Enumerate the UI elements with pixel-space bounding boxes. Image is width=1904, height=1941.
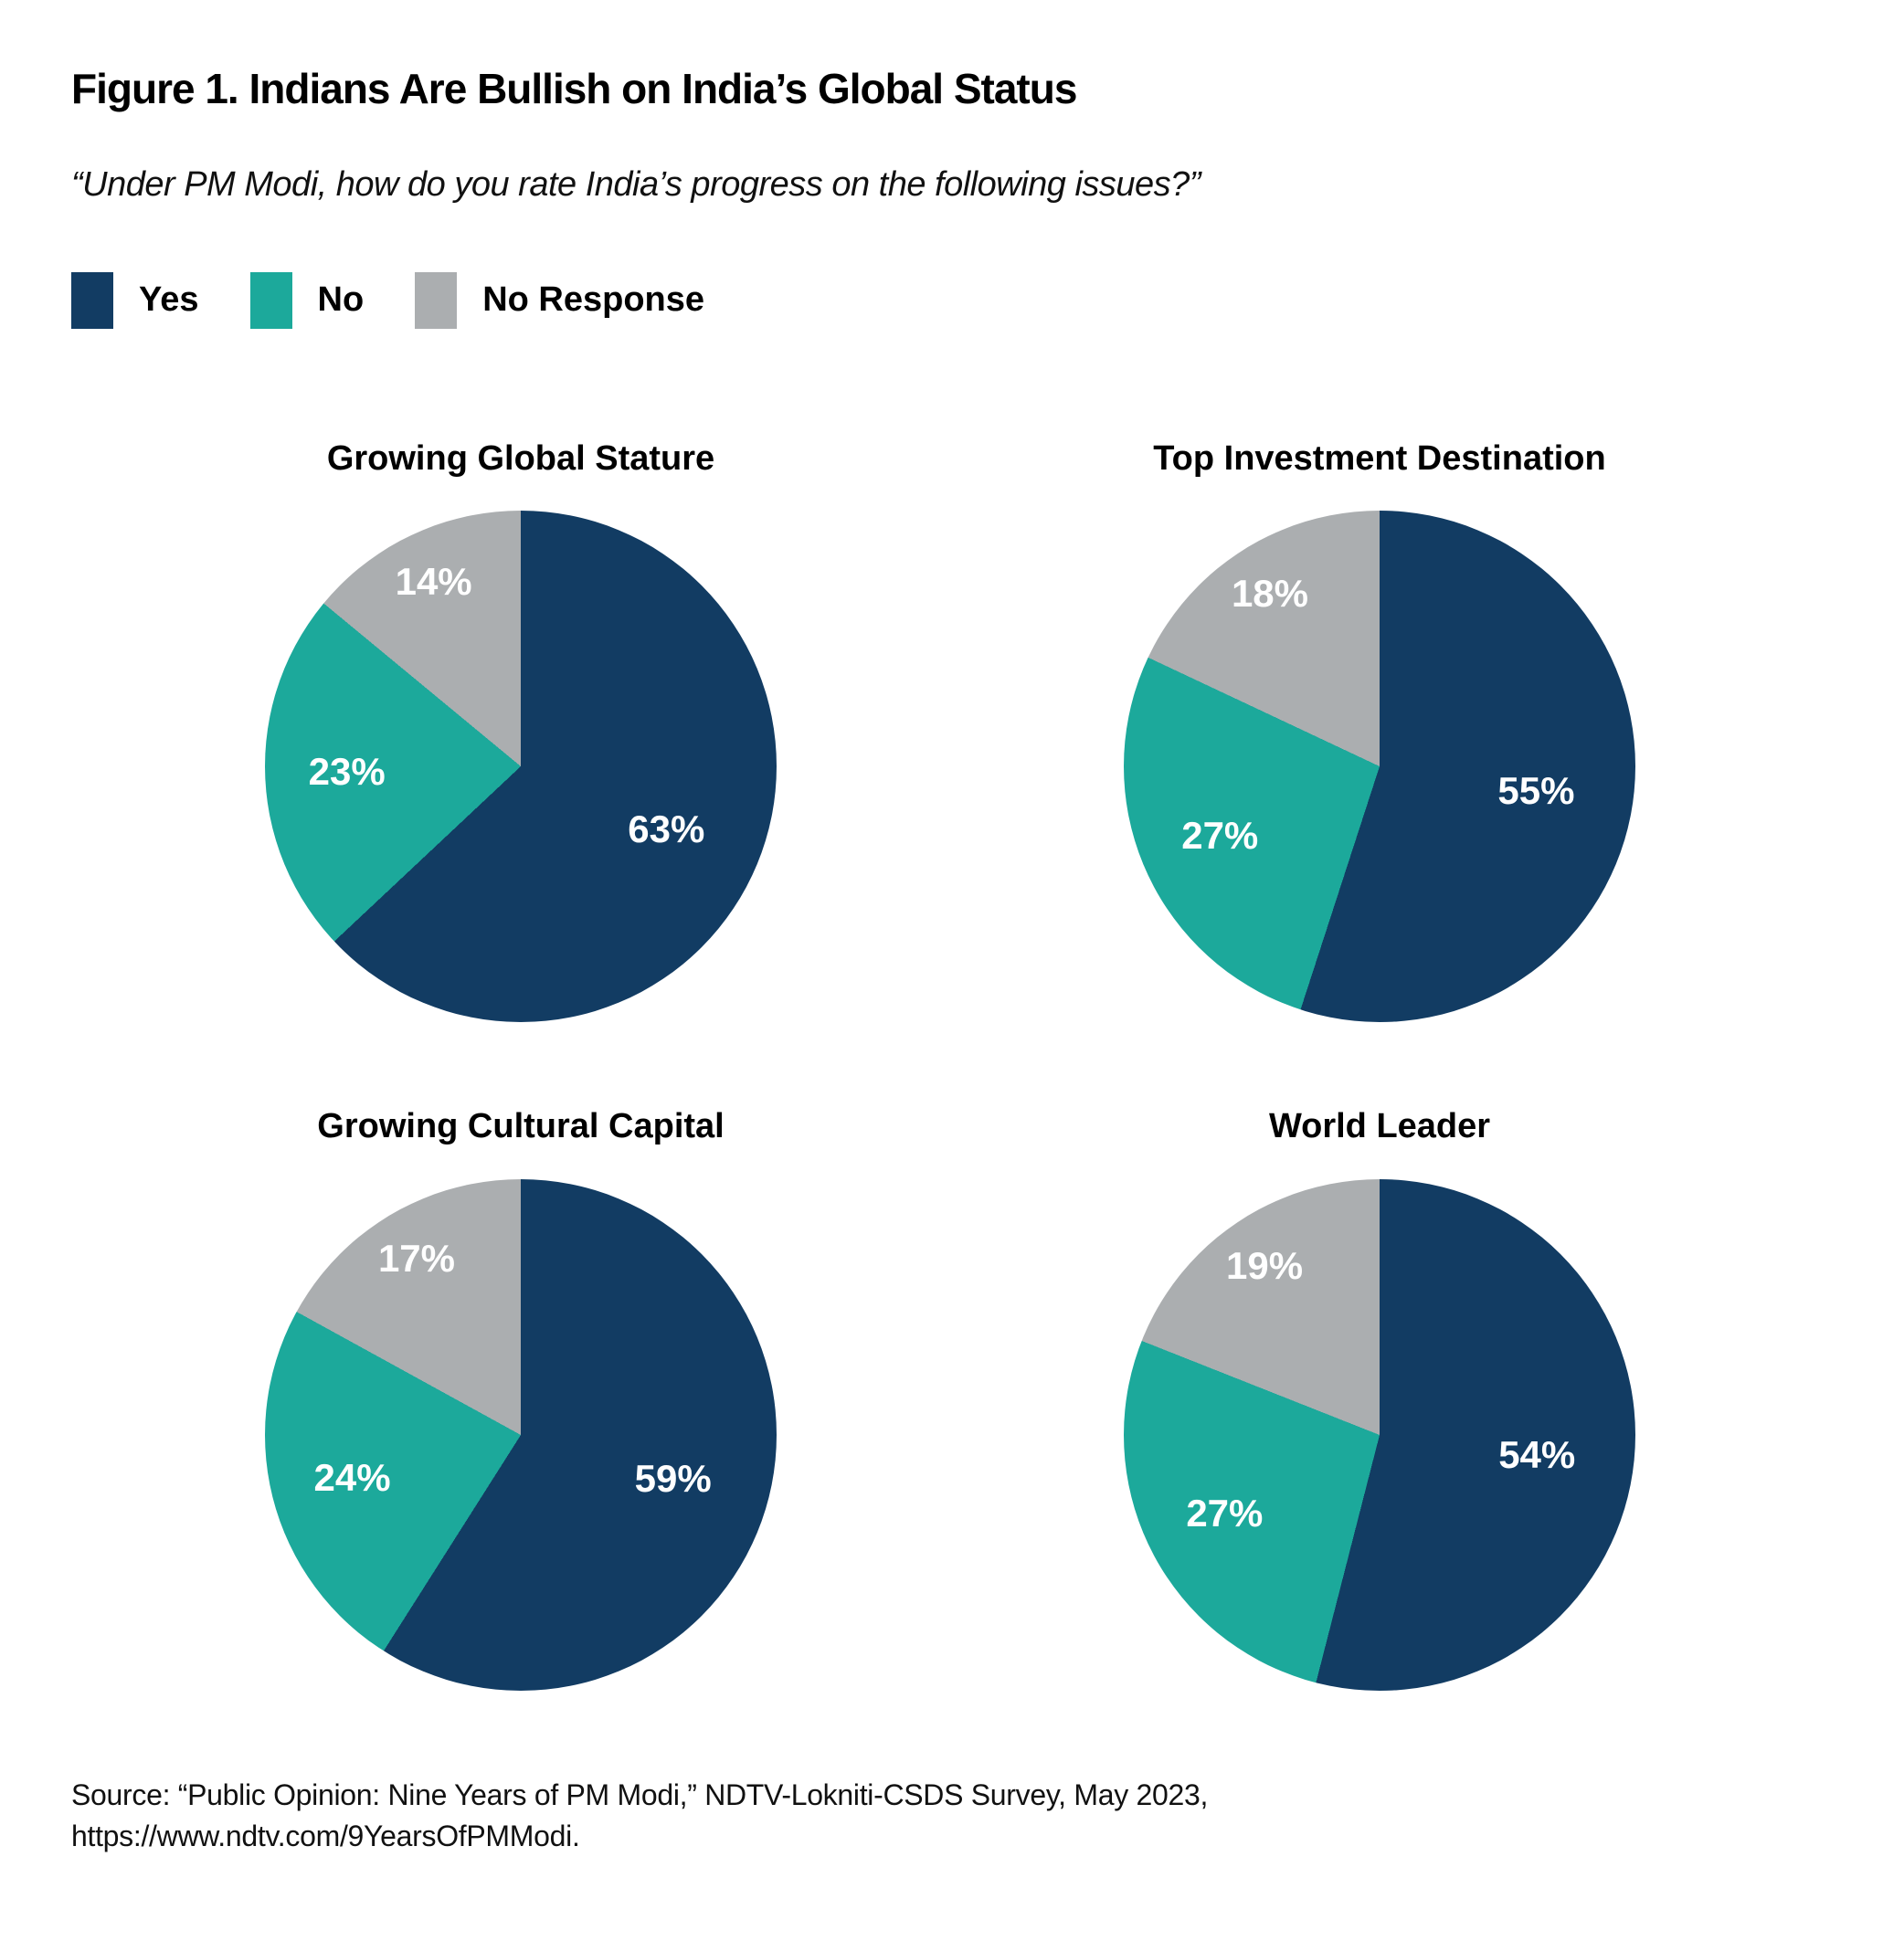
legend-item-no-response: No Response [415,271,705,329]
pie-slice-label: 23% [308,750,386,794]
pie-title: Growing Cultural Capital [317,1107,725,1146]
legend-swatch [71,271,113,329]
pie-chart-top-investment-destination: 55% 27% 18% [1124,511,1635,1023]
pie-slice-label: 55% [1497,769,1575,813]
figure-title: Figure 1. Indians Are Bullish on India’s… [71,65,1077,112]
pie-slice-label: 19% [1226,1243,1304,1287]
pie-panel-world-leader: World Leader 54% 27% 19% [954,1106,1805,1691]
figure-subtitle: “Under PM Modi, how do you rate India’s … [71,164,1201,204]
pie-chart-growing-global-stature: 63% 23% 14% [265,511,777,1023]
pie-slice-label: 17% [377,1236,455,1280]
legend: Yes No No Response [71,271,1849,329]
pie-grid: Growing Global Stature 63% 23% 14% Top Inv… [95,438,1849,1691]
pie-chart-growing-cultural-capital: 59% 24% 17% [265,1178,777,1691]
pie-title: Top Investment Destination [1153,438,1606,478]
pie-panel-top-investment-destination: Top Investment Destination 55% 27% 18% [954,438,1805,1023]
pie-chart-world-leader: 54% 27% 19% [1124,1178,1635,1691]
source-line-1: Source: “Public Opinion: Nine Years of P… [71,1777,1209,1811]
pie-slice-label: 27% [1181,813,1259,857]
pie-slice-label: 24% [313,1456,391,1500]
pie-slice-label: 18% [1231,572,1308,616]
pie-slice-label: 14% [395,559,472,603]
source-note: Source: “Public Opinion: Nine Years of P… [71,1775,1849,1858]
source-line-2: https://www.ndtv.com/9YearsOfPMModi. [71,1820,580,1853]
pie-slice-label: 54% [1498,1432,1576,1476]
pie-slice-label: 63% [628,807,705,851]
pie-panel-growing-global-stature: Growing Global Stature 63% 23% 14% [95,438,947,1023]
legend-swatch [415,271,458,329]
legend-swatch [249,271,292,329]
legend-label: No Response [482,280,705,320]
pie-panel-growing-cultural-capital: Growing Cultural Capital 59% 24% 17% [95,1106,947,1691]
pie-title: World Leader [1268,1107,1491,1146]
legend-label: Yes [139,280,199,320]
pie-slice-label: 59% [634,1457,712,1501]
legend-item-yes: Yes [71,271,199,329]
pie-slice-label: 27% [1186,1492,1264,1535]
legend-label: No [317,280,365,320]
pie-title: Growing Global Stature [326,438,715,478]
legend-item-no: No [249,271,365,329]
